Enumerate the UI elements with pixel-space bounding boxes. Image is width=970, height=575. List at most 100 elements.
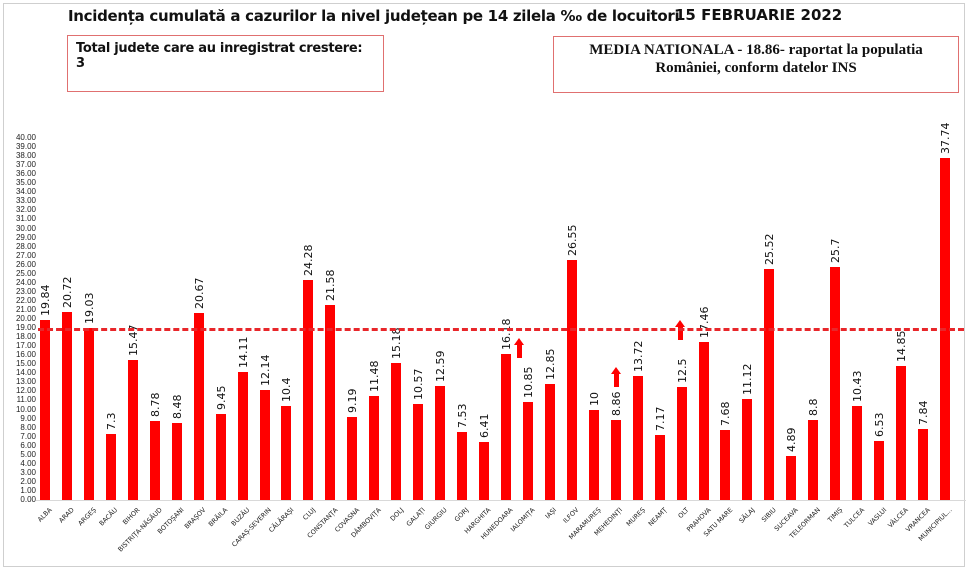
y-tick-label: 3.00 [20,467,36,477]
y-tick-label: 18.00 [15,332,36,342]
y-tick-label: 13.00 [15,377,36,387]
national-average-line1: MEDIA NATIONALA - 18.86- raportat la pop… [589,42,923,58]
x-category-label: CLUJ [301,506,318,522]
y-tick-label: 27.00 [15,250,36,260]
bar [259,390,270,500]
bar [193,312,204,500]
x-category-label: ARAD [57,506,76,525]
bar-value-label: 17.46 [697,306,711,338]
bar-value-label: 6.53 [873,412,887,437]
y-tick-label: 29.00 [15,232,36,242]
bar-value-label: 24.28 [302,244,316,277]
bar-value-label: 10 [587,391,601,406]
bar-value-label: 14.85 [895,330,909,362]
y-tick-label: 23.00 [15,286,36,296]
bar [676,386,687,500]
x-category-label: DOLJ [388,506,405,523]
bar-value-label: 21.58 [324,269,338,301]
y-tick-label: 32.00 [15,205,36,215]
y-tick-label: 17.00 [15,341,36,351]
bar-value-label: 26.55 [565,224,579,256]
bar-value-label: 16.18 [499,318,513,350]
bar [303,280,314,500]
y-tick-label: 1.00 [20,485,36,495]
bar [632,375,643,500]
bar-value-label: 15.18 [390,327,404,359]
bar [61,312,72,500]
x-category-label: OLT [676,506,691,521]
chart-title: Incidența cumulată a cazurilor la nivel … [68,7,680,25]
x-category-label: ARGEȘ [76,506,98,528]
bar-value-label: 19.84 [39,284,52,317]
bar-value-label: 7.3 [104,412,118,430]
bar [457,431,468,500]
increase-count-box: Total judete care au inregistrat crester… [67,35,384,92]
bar-value-label: 8.78 [148,392,162,417]
bar [215,414,226,500]
bar-value-label: 12.5 [675,358,689,383]
y-tick-label: 7.00 [20,431,36,441]
bar [852,405,863,500]
y-tick-label: 22.00 [15,295,36,305]
bar-value-label: 8.8 [807,398,821,417]
bar-value-label: 14.11 [236,336,250,369]
y-tick-label: 9.00 [20,413,36,423]
bar-value-label: 25.52 [763,233,777,266]
bar-value-label: 9.45 [214,385,228,411]
increase-count-text: Total judete care au inregistrat crester… [76,41,363,71]
bar [40,320,50,500]
increase-arrow-icon [610,367,621,387]
y-tick-label: 35.00 [15,178,36,188]
x-category-label: TULCEA [842,506,866,530]
bar-value-label: 12.59 [434,350,448,383]
bar [127,359,138,500]
national-average-box: MEDIA NATIONALA - 18.86- raportat la pop… [553,36,959,93]
y-tick-label: 37.00 [15,160,36,170]
bar-value-label: 10.57 [412,368,426,401]
bar [720,430,731,500]
increase-arrow-icon [674,320,685,340]
y-tick-label: 25.00 [15,268,36,278]
x-category-label: ALBA [35,506,54,524]
bar-value-label: 20.72 [60,276,74,309]
x-category-label: GIURGIU [423,506,449,532]
bar [281,405,292,500]
bar-value-label: 7.17 [653,406,667,432]
y-tick-label: 30.00 [15,223,36,233]
y-tick-label: 38.00 [15,151,36,161]
x-axis-line [36,500,966,501]
bar [83,327,94,500]
y-tick-label: 24.00 [15,277,36,287]
bar [808,420,819,500]
bar [874,440,885,500]
y-tick-label: 28.00 [15,241,36,251]
chart-frame [3,3,965,567]
x-category-label: BRĂILA [206,506,230,529]
x-category-label: VASLUI [866,506,888,528]
y-tick-label: 4.00 [20,458,36,468]
y-tick-label: 8.00 [20,422,36,432]
y-tick-label: 2.00 [20,476,36,486]
x-category-label: GORJ [453,506,471,524]
y-tick-label: 11.00 [16,395,36,405]
y-tick-label: 5.00 [20,449,36,459]
x-category-label: BACĂU [97,506,120,528]
bar [369,396,380,500]
y-tick-label: 21.00 [15,304,36,314]
bar-value-label: 8.48 [170,394,184,420]
y-tick-label: 14.00 [15,368,36,378]
y-tick-label: 0.00 [20,495,36,504]
y-tick-label: 39.00 [15,142,36,152]
bar [522,401,533,500]
y-tick-label: 31.00 [15,214,36,224]
bar [149,420,160,500]
bar [566,259,577,500]
x-category-label: BRAȘOV [182,506,208,531]
y-tick-label: 12.00 [15,386,36,396]
national-average-line2: României, conform datelor INS [655,60,857,76]
y-tick-label: 10.00 [15,404,36,414]
bar [918,429,928,500]
y-tick-label: 40.00 [15,133,36,142]
increase-arrow-icon [513,338,524,358]
bar-value-label: 10.43 [851,370,865,402]
